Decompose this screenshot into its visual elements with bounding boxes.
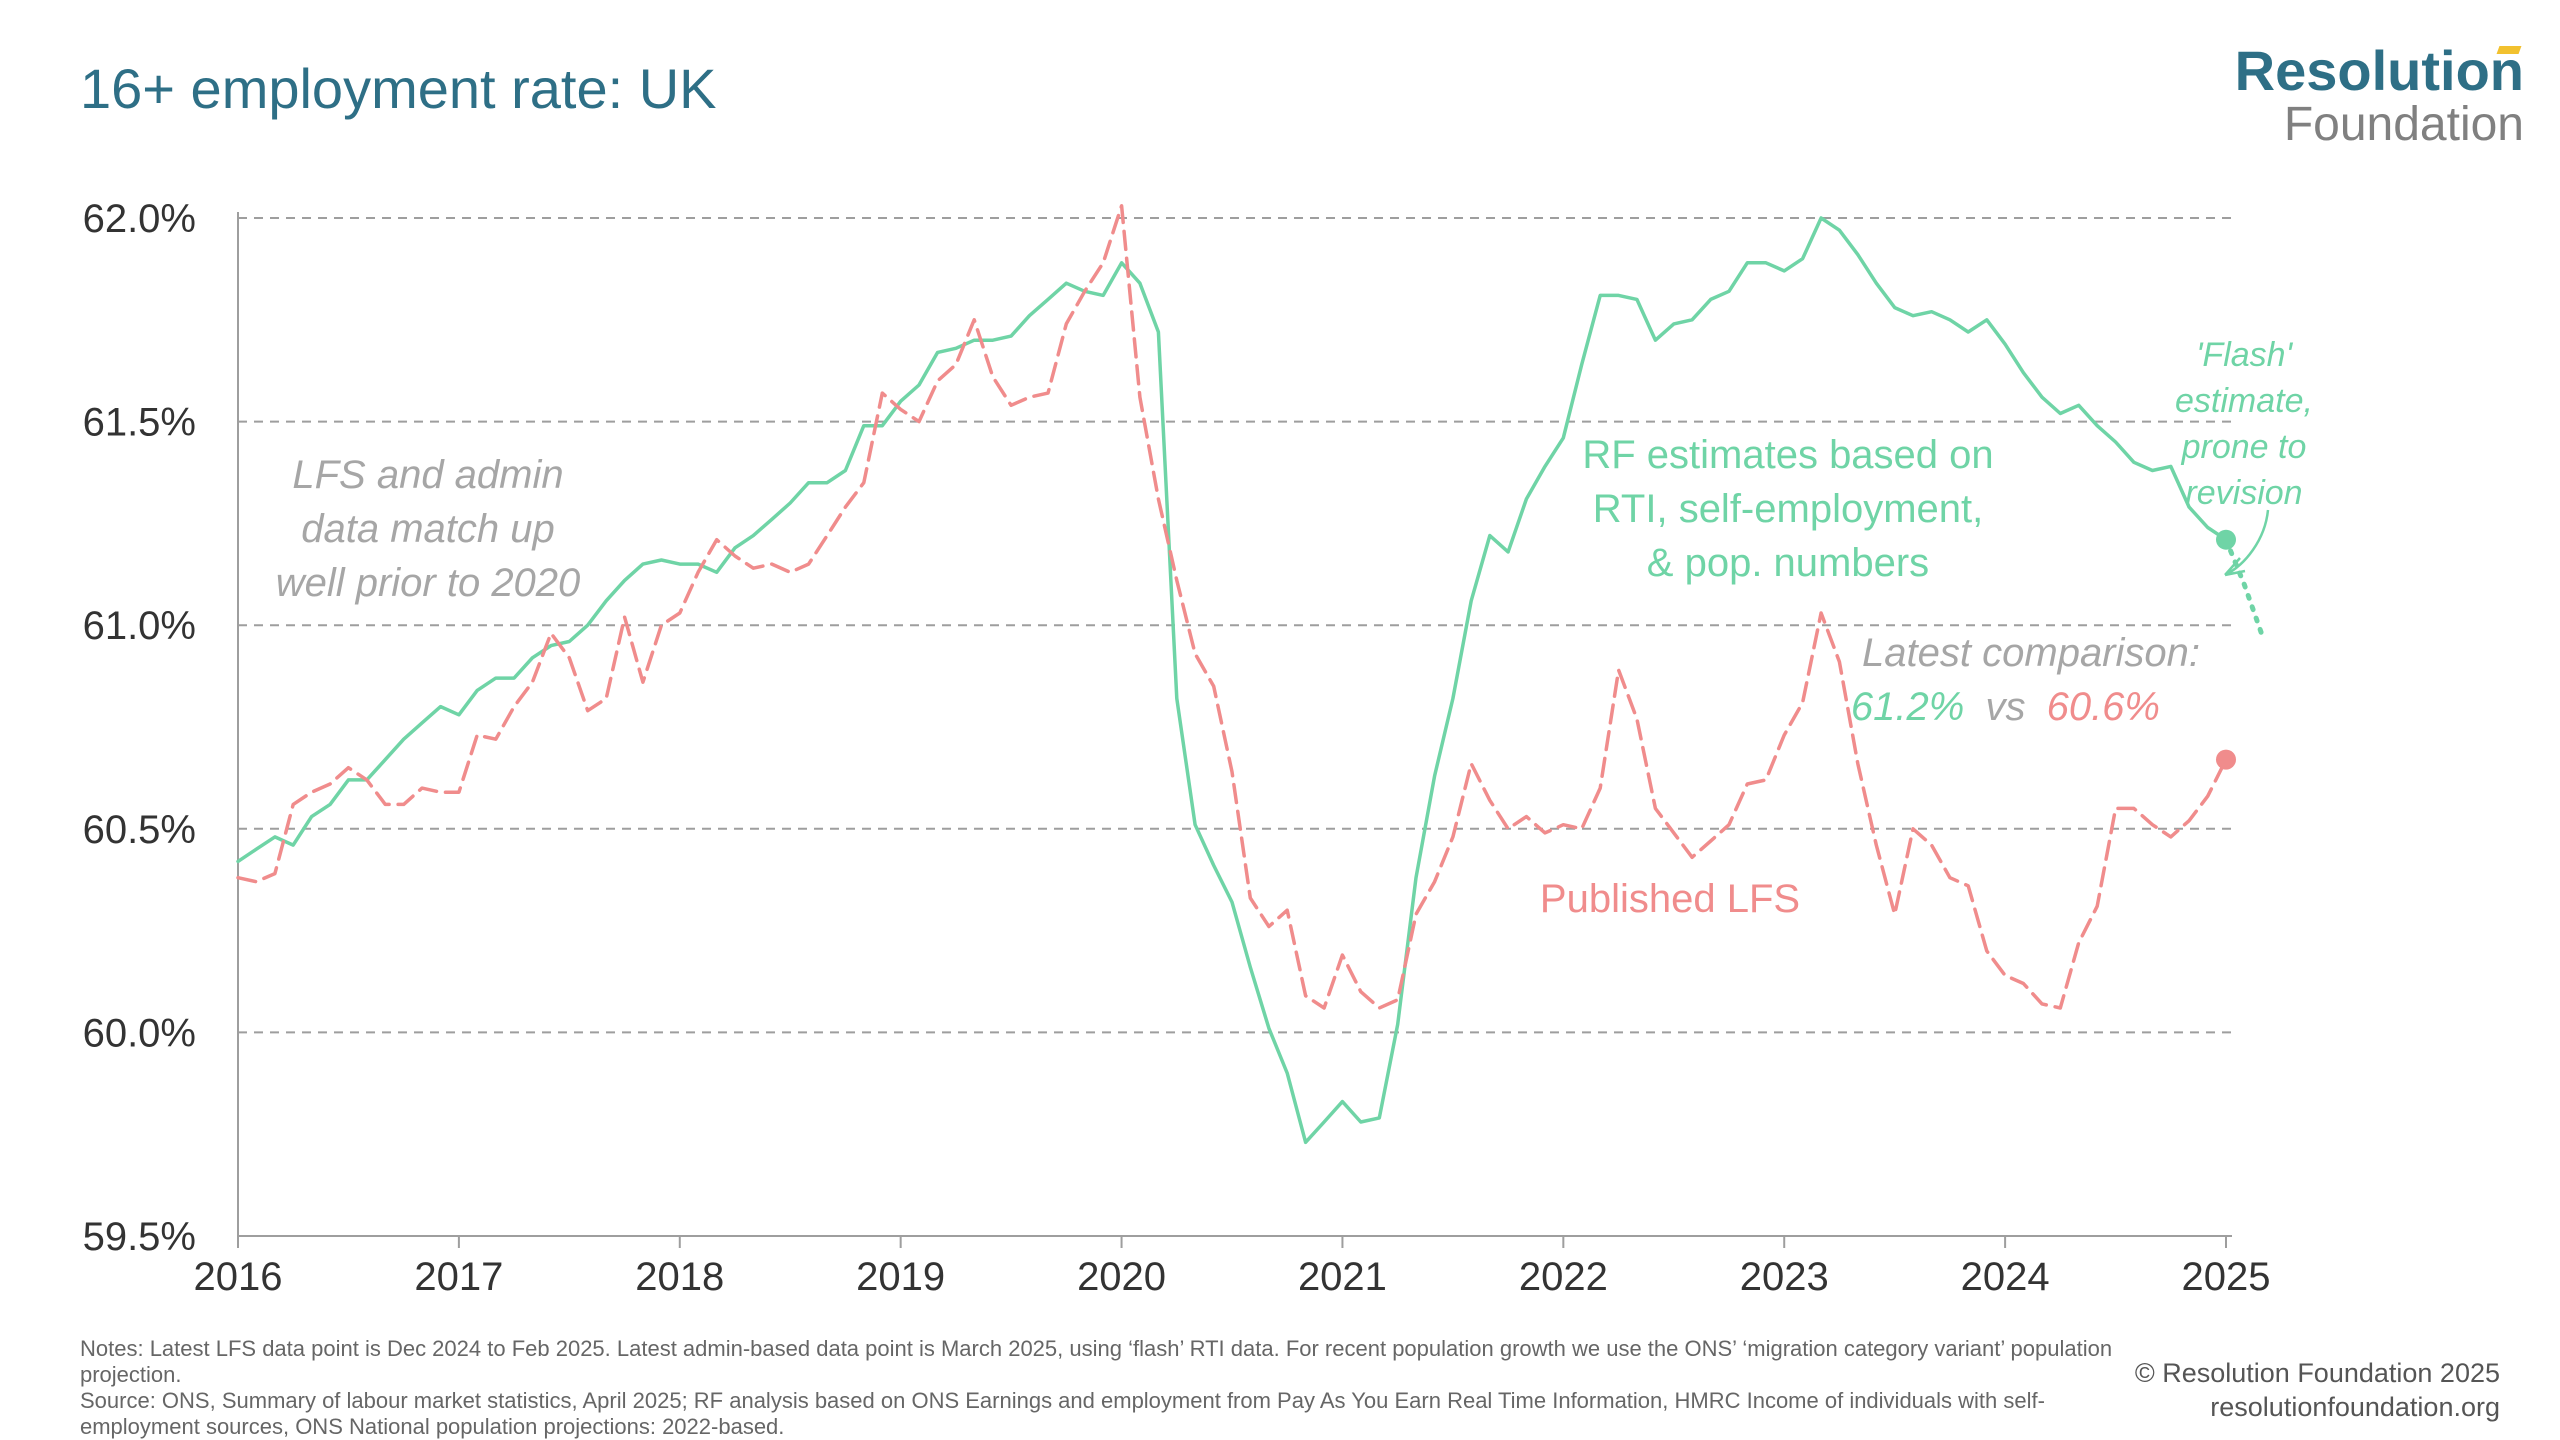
series-lines [236,204,2266,1145]
y-tick-label: 62.0% [83,197,196,241]
comparison-vs: vs [1985,685,2025,729]
annotation-line: estimate, [2175,382,2313,420]
published-lfs-label: Published LFS [1540,877,1800,921]
copyright-text: © Resolution Foundation 2025 [2134,1358,2500,1388]
annotation-line: & pop. numbers [1647,541,1929,585]
y-tick-label: 61.5% [83,401,196,445]
logo-top-text: Resolution [2234,39,2524,102]
y-tick-label: 61.0% [83,604,196,648]
annotation-line: RTI, self-employment, [1593,487,1984,531]
rf-latest-point [2216,529,2236,550]
resolution-foundation-logo: Resolution Foundation [2235,42,2524,150]
published-lfs-line [236,204,2228,1010]
flash-estimate-line [2223,537,2266,640]
flash-estimate-label: 'Flash' estimate, prone to revision [2175,336,2313,512]
rf-estimates-line [236,216,2228,1145]
x-tick-label: 2018 [635,1255,724,1299]
lfs-latest-point [2216,749,2236,770]
notes-line: Notes: Latest LFS data point is Dec 2024… [80,1336,2113,1387]
lfs-admin-match-note: LFS and admin data match up well prior to … [276,453,581,605]
rf-estimates-label: RF estimates based on RTI, self-employmen… [1582,433,1993,585]
x-tick-label: 2021 [1298,1255,1387,1299]
logo-bottom-text: Foundation [2283,98,2524,151]
x-tick-label: 2020 [1077,1255,1166,1299]
y-tick-label: 60.0% [83,1011,196,1055]
x-tick-label: 2016 [194,1255,283,1299]
annotation-line: RF estimates based on [1582,433,1993,477]
chart-notes: Notes: Latest LFS data point is Dec 2024… [80,1336,2130,1440]
chart-credit: © Resolution Foundation 2025 resolutionf… [2135,1356,2500,1424]
y-tick-label: 59.5% [83,1215,196,1259]
x-tick-label: 2023 [1740,1255,1829,1299]
flash-arrow-icon [2224,509,2270,577]
latest-comparison-values: 61.2% vs 60.6% [1851,685,2160,729]
x-tick-label: 2019 [856,1255,945,1299]
x-tick-label: 2017 [414,1255,503,1299]
annotation-line: revision [2185,474,2302,512]
y-tick-label: 60.5% [83,808,196,852]
chart-title: 16+ employment rate: UK [80,57,717,120]
x-tick-label: 2022 [1519,1255,1608,1299]
x-axis-tick-labels: 2016 2017 2018 2019 2020 2021 2022 2023 2024 2025 [194,1236,2271,1299]
latest-comparison-title: Latest comparison: [1862,631,2200,675]
comparison-rf-value: 61.2% [1851,685,1964,729]
annotation-line: data match up [301,507,555,551]
website-link[interactable]: resolutionfoundation.org [2210,1392,2500,1422]
employment-rate-chart: 62.0%61.5%61.0%60.5%60.0%59.5% 2016 2017 2… [83,197,2313,1299]
annotation-line: LFS and admin [292,453,563,497]
x-tick-label: 2025 [2182,1255,2271,1299]
x-tick-label: 2024 [1961,1255,2050,1299]
annotation-line: well prior to 2020 [276,561,581,605]
annotation-line: prone to [2181,428,2307,466]
annotation-line: 'Flash' [2196,336,2294,374]
comparison-lfs-value: 60.6% [2047,685,2160,729]
y-axis-tick-labels: 62.0% 61.5% 61.0% 60.5% 60.0% 59.5% [83,197,196,1259]
source-line: Source: ONS, Summary of labour market st… [80,1388,2045,1439]
